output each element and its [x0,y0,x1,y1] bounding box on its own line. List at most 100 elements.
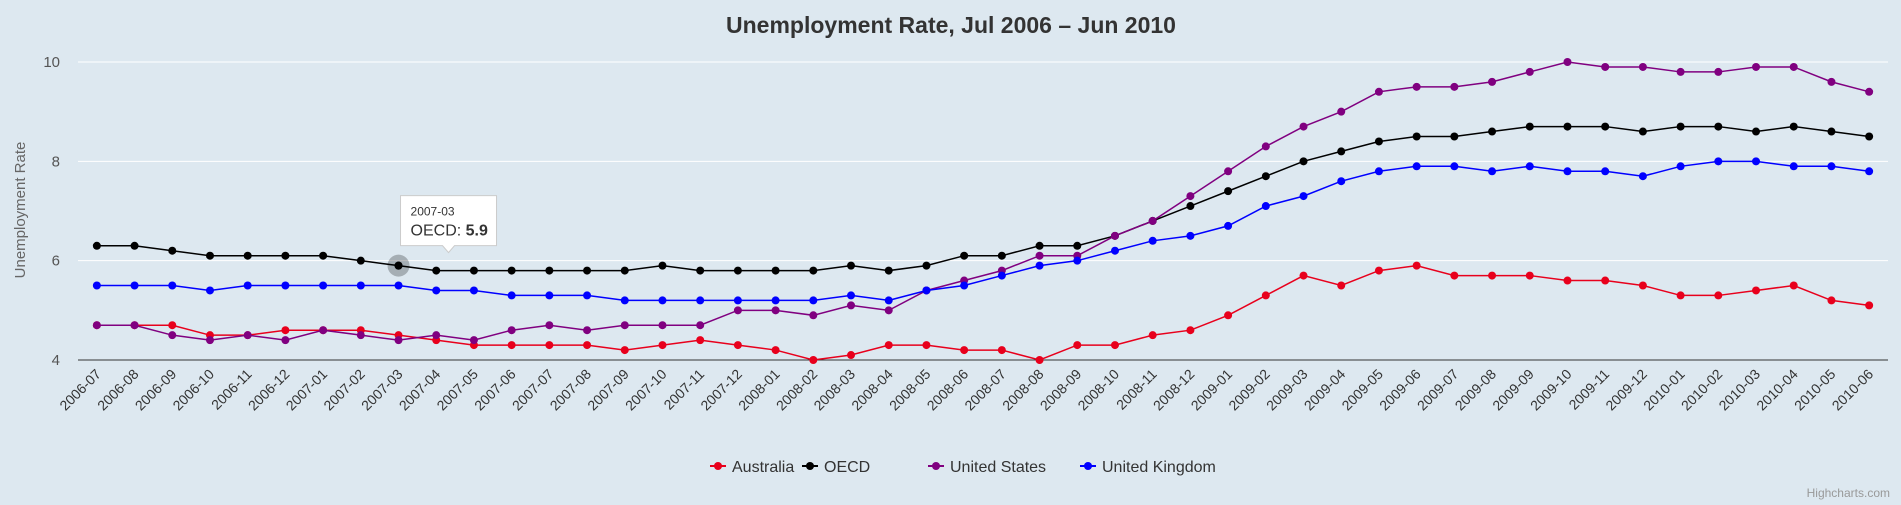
data-point[interactable] [1110,231,1119,240]
data-point[interactable] [356,256,365,265]
data-point[interactable] [1412,261,1421,270]
data-point[interactable] [1299,271,1308,280]
data-point[interactable] [507,266,516,275]
data-point[interactable] [1412,162,1421,171]
data-point[interactable] [809,266,818,275]
data-point[interactable] [1488,77,1497,86]
data-point[interactable] [1337,107,1346,116]
data-point[interactable] [1299,192,1308,201]
data-point[interactable] [1224,311,1233,320]
legend-item-united-states[interactable]: United States [928,459,1046,476]
data-point[interactable] [1601,122,1610,131]
data-point[interactable] [696,266,705,275]
data-point[interactable] [1374,167,1383,176]
data-point[interactable] [1789,281,1798,290]
data-point[interactable] [1261,142,1270,151]
data-point[interactable] [1752,286,1761,295]
data-point[interactable] [1337,147,1346,156]
data-point[interactable] [319,281,328,290]
data-point[interactable] [1488,271,1497,280]
data-point[interactable] [1186,202,1195,211]
data-point[interactable] [469,286,478,295]
data-point[interactable] [1488,127,1497,136]
data-point[interactable] [281,251,290,260]
data-point[interactable] [469,336,478,345]
data-point[interactable] [922,341,931,350]
data-point[interactable] [1337,281,1346,290]
data-point[interactable] [1110,341,1119,350]
data-point[interactable] [620,296,629,305]
data-point[interactable] [1450,162,1459,171]
data-point[interactable] [205,286,214,295]
data-point[interactable] [1827,296,1836,305]
data-point[interactable] [884,296,893,305]
data-point[interactable] [545,266,554,275]
data-point[interactable] [847,261,856,270]
data-point[interactable] [696,296,705,305]
data-point[interactable] [1789,162,1798,171]
data-point[interactable] [1752,127,1761,136]
data-point[interactable] [432,266,441,275]
data-point[interactable] [281,281,290,290]
data-point[interactable] [771,266,780,275]
data-point[interactable] [1412,132,1421,141]
data-point[interactable] [319,326,328,335]
data-point[interactable] [1563,58,1572,66]
data-point[interactable] [1563,167,1572,176]
data-point[interactable] [1186,192,1195,201]
data-point[interactable] [1601,276,1610,285]
data-point[interactable] [1638,172,1647,181]
data-point[interactable] [997,271,1006,280]
data-point[interactable] [847,301,856,310]
data-point[interactable] [1525,67,1534,76]
data-point[interactable] [1374,137,1383,146]
data-point[interactable] [1714,122,1723,131]
data-point[interactable] [583,326,592,335]
data-point[interactable] [1148,216,1157,225]
data-point[interactable] [583,291,592,300]
legend-item-united-kingdom[interactable]: United Kingdom [1080,459,1216,476]
data-point[interactable] [658,341,667,350]
data-point[interactable] [696,321,705,330]
data-point[interactable] [432,286,441,295]
data-point[interactable] [960,281,969,290]
data-point[interactable] [1224,221,1233,230]
data-point[interactable] [620,346,629,355]
data-point[interactable] [884,341,893,350]
data-point[interactable] [168,281,177,290]
data-point[interactable] [771,306,780,315]
data-point[interactable] [620,266,629,275]
data-point[interactable] [1563,276,1572,285]
data-point[interactable] [1714,67,1723,76]
data-point[interactable] [847,291,856,300]
data-point[interactable] [1789,122,1798,131]
data-point[interactable] [1412,82,1421,91]
data-point[interactable] [1827,77,1836,86]
legend-item-oecd[interactable]: OECD [802,459,870,476]
data-point[interactable] [733,296,742,305]
data-point[interactable] [545,341,554,350]
data-point[interactable] [243,331,252,340]
data-point[interactable] [771,296,780,305]
data-point[interactable] [1525,271,1534,280]
data-point[interactable] [1563,122,1572,131]
data-point[interactable] [1488,167,1497,176]
data-point[interactable] [1374,266,1383,275]
data-point[interactable] [394,336,403,345]
data-point[interactable] [1224,167,1233,176]
data-point[interactable] [1299,157,1308,166]
data-point[interactable] [733,266,742,275]
data-point[interactable] [92,241,101,250]
data-point[interactable] [658,321,667,330]
data-point[interactable] [92,321,101,330]
data-point[interactable] [1865,132,1874,141]
data-point[interactable] [1035,251,1044,260]
credits-link[interactable]: Highcharts.com [1807,486,1890,500]
data-point[interactable] [507,326,516,335]
data-point[interactable] [733,341,742,350]
data-point[interactable] [1714,291,1723,300]
data-point[interactable] [1525,122,1534,131]
data-point[interactable] [432,331,441,340]
data-point[interactable] [168,321,177,330]
data-point[interactable] [1035,356,1044,364]
